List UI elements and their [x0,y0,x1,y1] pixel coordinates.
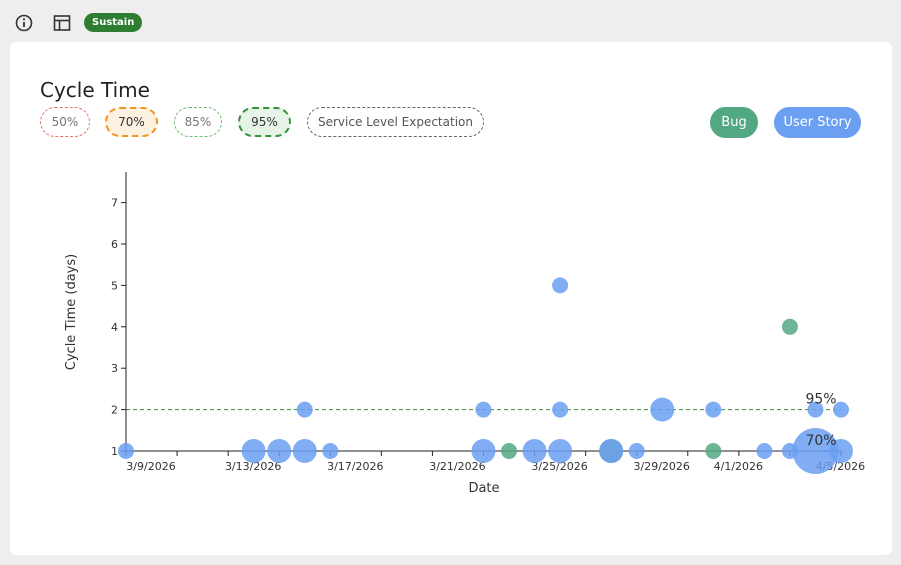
user-story-point [522,439,547,463]
y-tick-label: 1 [111,445,118,458]
user-story-point [650,397,675,422]
x-tick-label: 3/13/2026 [225,460,281,473]
user-story-point [296,401,313,418]
user-story-point [792,428,839,474]
user-story-point [599,439,624,463]
percentile-95-toggle[interactable]: 95% [238,107,291,137]
sle-toggle[interactable]: Service Level Expectation [307,107,484,137]
user-story-point [833,401,849,418]
legend-bug-toggle[interactable]: Bug [710,107,758,138]
x-tick-label: 3/17/2026 [327,460,383,473]
user-story-point [118,443,134,459]
user-story-point [292,439,317,463]
y-tick-label: 6 [111,238,118,251]
chart-title: Cycle Time [40,78,150,102]
x-tick-label: 3/29/2026 [634,460,690,473]
user-story-point [628,443,645,459]
x-tick-label: 3/25/2026 [531,460,587,473]
bug-point [501,443,518,459]
cycle-time-card: Cycle Time 50% 70% 85% 95% Service Level… [10,42,892,555]
x-tick-label: 3/9/2026 [126,460,175,473]
percentile-50-toggle[interactable]: 50% [40,107,90,137]
y-axis-title: Cycle Time (days) [64,254,79,370]
info-icon[interactable] [13,12,35,34]
status-badge: Sustain [84,13,143,32]
user-story-point [241,439,266,463]
user-story-point [552,401,569,418]
user-story-point [548,439,573,463]
top-toolbar: Sustain [0,0,901,42]
user-story-point [267,439,292,463]
user-story-point [475,401,492,418]
bug-point [705,443,722,459]
x-tick-label: 4/1/2026 [714,460,763,473]
y-tick-label: 3 [111,362,118,375]
user-story-point [552,277,569,294]
x-axis-title: Date [468,481,499,496]
percentile-label-70: 70% [805,433,836,449]
y-tick-label: 7 [111,197,118,210]
percentile-70-toggle[interactable]: 70% [105,107,158,137]
legend-user-story-toggle[interactable]: User Story [774,107,861,138]
user-story-point [471,439,496,463]
x-tick-label: 3/21/2026 [429,460,485,473]
user-story-point [807,401,824,418]
bug-point [781,318,798,335]
y-tick-label: 5 [111,279,118,292]
user-story-point [756,443,773,459]
user-story-point [829,439,853,463]
percentile-label-95: 95% [805,392,836,408]
table-icon[interactable] [51,12,73,34]
user-story-point [705,401,722,418]
user-story-point [322,443,339,459]
percentile-85-toggle[interactable]: 85% [174,107,222,137]
y-tick-label: 2 [111,404,118,417]
y-tick-label: 4 [111,321,118,334]
